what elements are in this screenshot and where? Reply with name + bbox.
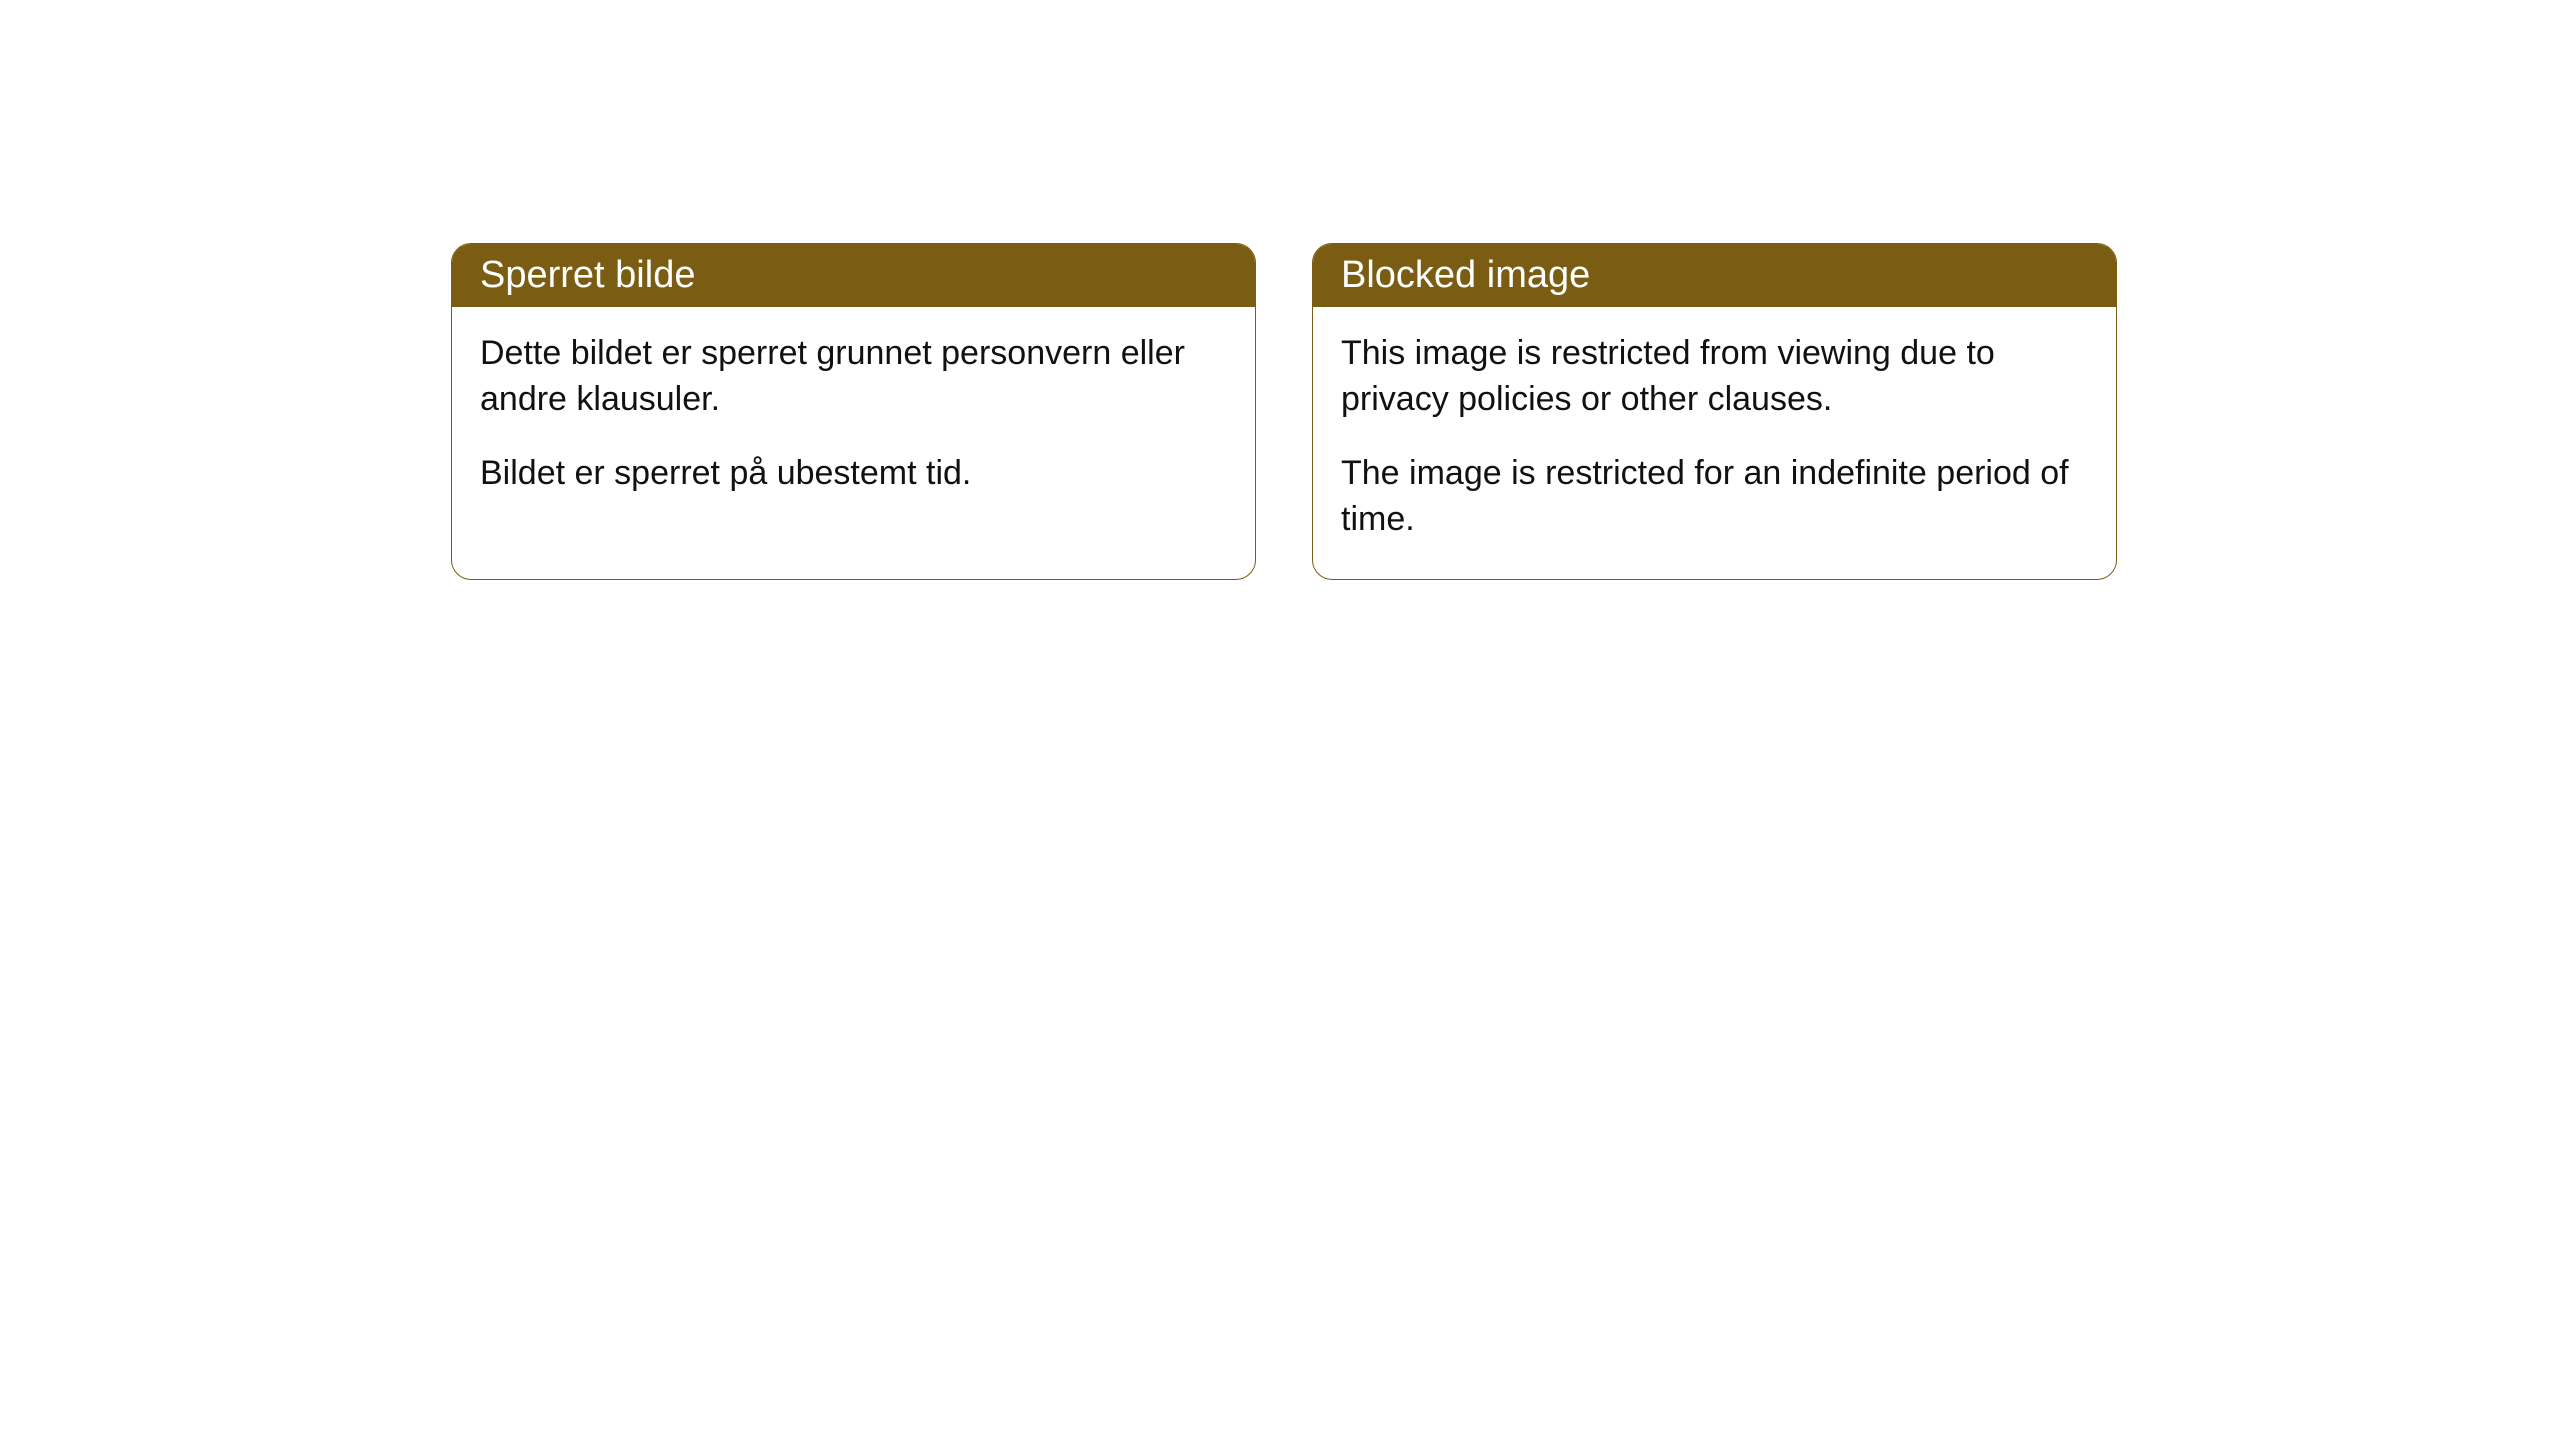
blocked-image-card-no: Sperret bilde Dette bildet er sperret gr… — [451, 243, 1256, 580]
card-paragraph: Bildet er sperret på ubestemt tid. — [480, 451, 1227, 497]
notice-cards-container: Sperret bilde Dette bildet er sperret gr… — [451, 243, 2117, 580]
card-header: Sperret bilde — [452, 244, 1255, 307]
card-paragraph: The image is restricted for an indefinit… — [1341, 451, 2088, 543]
card-body: This image is restricted from viewing du… — [1313, 307, 2116, 579]
blocked-image-card-en: Blocked image This image is restricted f… — [1312, 243, 2117, 580]
card-body: Dette bildet er sperret grunnet personve… — [452, 307, 1255, 533]
card-paragraph: This image is restricted from viewing du… — [1341, 331, 2088, 423]
card-header: Blocked image — [1313, 244, 2116, 307]
card-paragraph: Dette bildet er sperret grunnet personve… — [480, 331, 1227, 423]
